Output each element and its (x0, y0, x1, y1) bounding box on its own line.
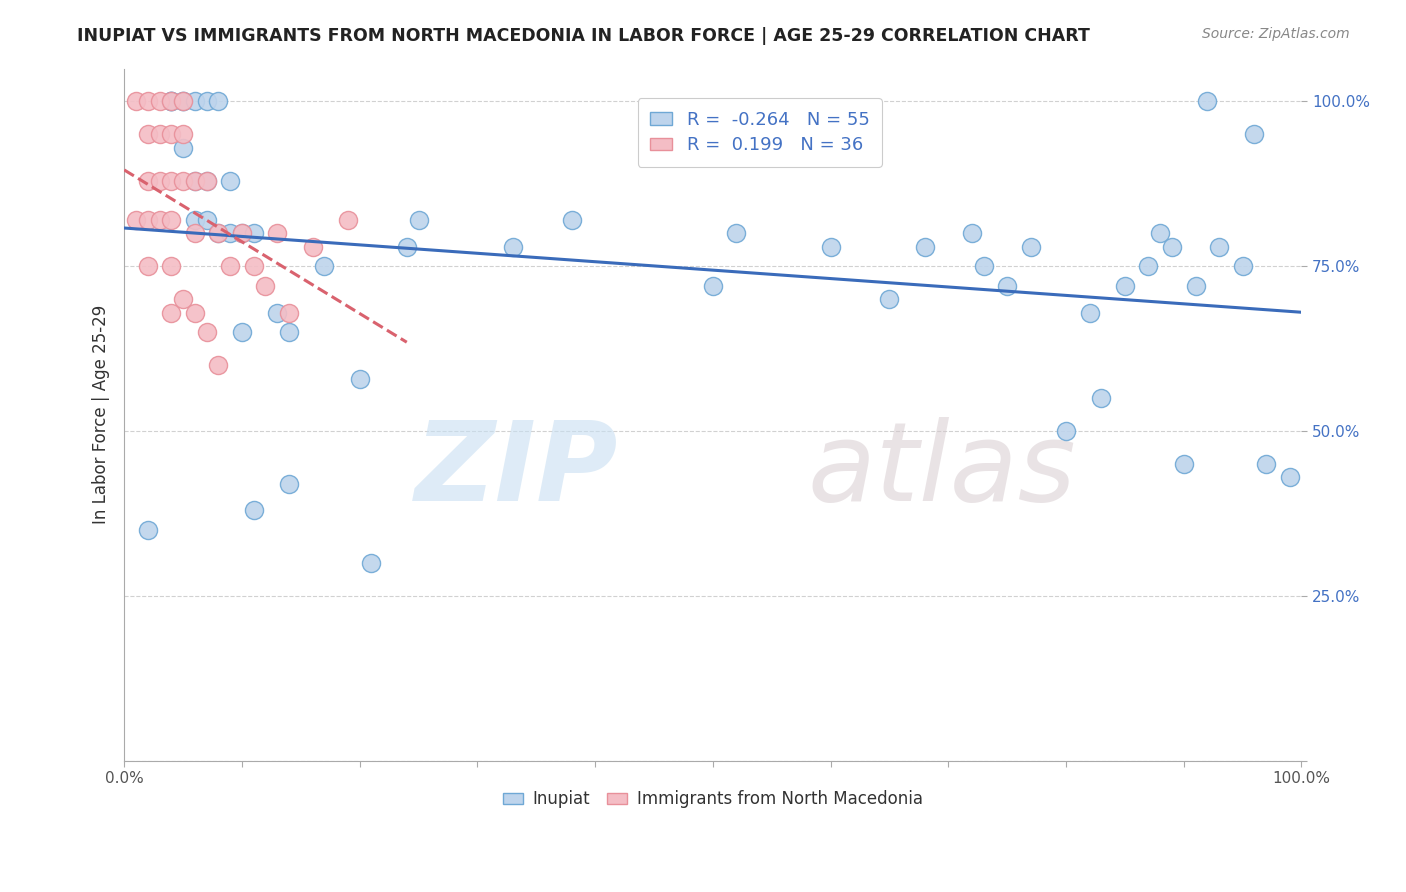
Point (184, 174, 207, 188)
Point (1137, 260, 1160, 274)
Point (254, 279, 277, 293)
Point (125, 213, 148, 227)
Point (195, 213, 218, 227)
Point (195, 174, 218, 188)
Point (172, 95, 194, 109)
Point (184, 174, 207, 188)
Point (266, 227, 288, 241)
Point (136, 213, 159, 227)
Legend: Inupiat, Immigrants from North Macedonia: Inupiat, Immigrants from North Macedonia (496, 784, 929, 815)
Point (231, 227, 253, 241)
Point (160, 213, 183, 227)
Point (160, 174, 183, 188)
Point (172, 141, 194, 155)
Point (136, 95, 159, 109)
Point (148, 128, 170, 142)
Point (160, 260, 183, 274)
Point (172, 95, 194, 109)
Point (172, 293, 194, 307)
Point (995, 279, 1018, 293)
Point (1149, 227, 1171, 241)
Point (148, 174, 170, 188)
Point (266, 305, 288, 319)
Point (1173, 457, 1195, 471)
Point (1054, 425, 1077, 439)
Point (207, 95, 229, 109)
Point (1208, 239, 1230, 253)
Point (278, 477, 301, 491)
Point (219, 260, 242, 274)
Point (160, 95, 183, 109)
Point (502, 239, 524, 253)
Point (160, 95, 183, 109)
Point (242, 227, 264, 241)
Point (172, 174, 194, 188)
Point (242, 503, 264, 517)
Point (160, 95, 183, 109)
Point (278, 305, 301, 319)
Text: ZIP: ZIP (415, 417, 619, 524)
Point (219, 227, 242, 241)
Text: INUPIAT VS IMMIGRANTS FROM NORTH MACEDONIA IN LABOR FORCE | AGE 25-29 CORRELATIO: INUPIAT VS IMMIGRANTS FROM NORTH MACEDON… (77, 27, 1090, 45)
Point (231, 227, 253, 241)
Point (349, 371, 371, 385)
Point (160, 95, 183, 109)
Point (360, 556, 382, 570)
Point (1090, 392, 1112, 406)
Point (160, 305, 183, 319)
Point (207, 227, 229, 241)
Point (1161, 239, 1184, 253)
Point (207, 227, 229, 241)
Point (1197, 95, 1219, 109)
Point (207, 359, 229, 373)
Point (1232, 260, 1254, 274)
Point (314, 260, 336, 274)
Point (973, 260, 995, 274)
Point (1243, 128, 1265, 142)
Point (395, 239, 418, 253)
Point (408, 213, 430, 227)
Point (136, 174, 159, 188)
Point (1256, 457, 1278, 471)
Point (172, 128, 194, 142)
Point (1078, 305, 1101, 319)
Point (160, 128, 183, 142)
Point (725, 227, 748, 241)
Point (195, 174, 218, 188)
Text: atlas: atlas (807, 417, 1076, 524)
Point (702, 279, 724, 293)
Point (184, 213, 207, 227)
Point (148, 213, 170, 227)
Point (231, 326, 253, 340)
Point (914, 239, 936, 253)
Y-axis label: In Labor Force | Age 25-29: In Labor Force | Age 25-29 (93, 305, 110, 524)
Point (1114, 279, 1136, 293)
Point (148, 95, 170, 109)
Point (301, 239, 323, 253)
Point (1278, 470, 1301, 484)
Point (136, 523, 159, 537)
Point (184, 305, 207, 319)
Point (136, 260, 159, 274)
Point (172, 95, 194, 109)
Point (820, 239, 842, 253)
Point (195, 326, 218, 340)
Point (242, 260, 264, 274)
Point (184, 95, 207, 109)
Point (219, 174, 242, 188)
Point (1184, 279, 1206, 293)
Point (125, 95, 148, 109)
Text: Source: ZipAtlas.com: Source: ZipAtlas.com (1202, 27, 1350, 41)
Point (184, 227, 207, 241)
Point (561, 213, 583, 227)
Point (960, 227, 983, 241)
Point (879, 293, 901, 307)
Point (136, 128, 159, 142)
Point (278, 326, 301, 340)
Point (1019, 239, 1042, 253)
Point (336, 213, 359, 227)
Point (195, 95, 218, 109)
